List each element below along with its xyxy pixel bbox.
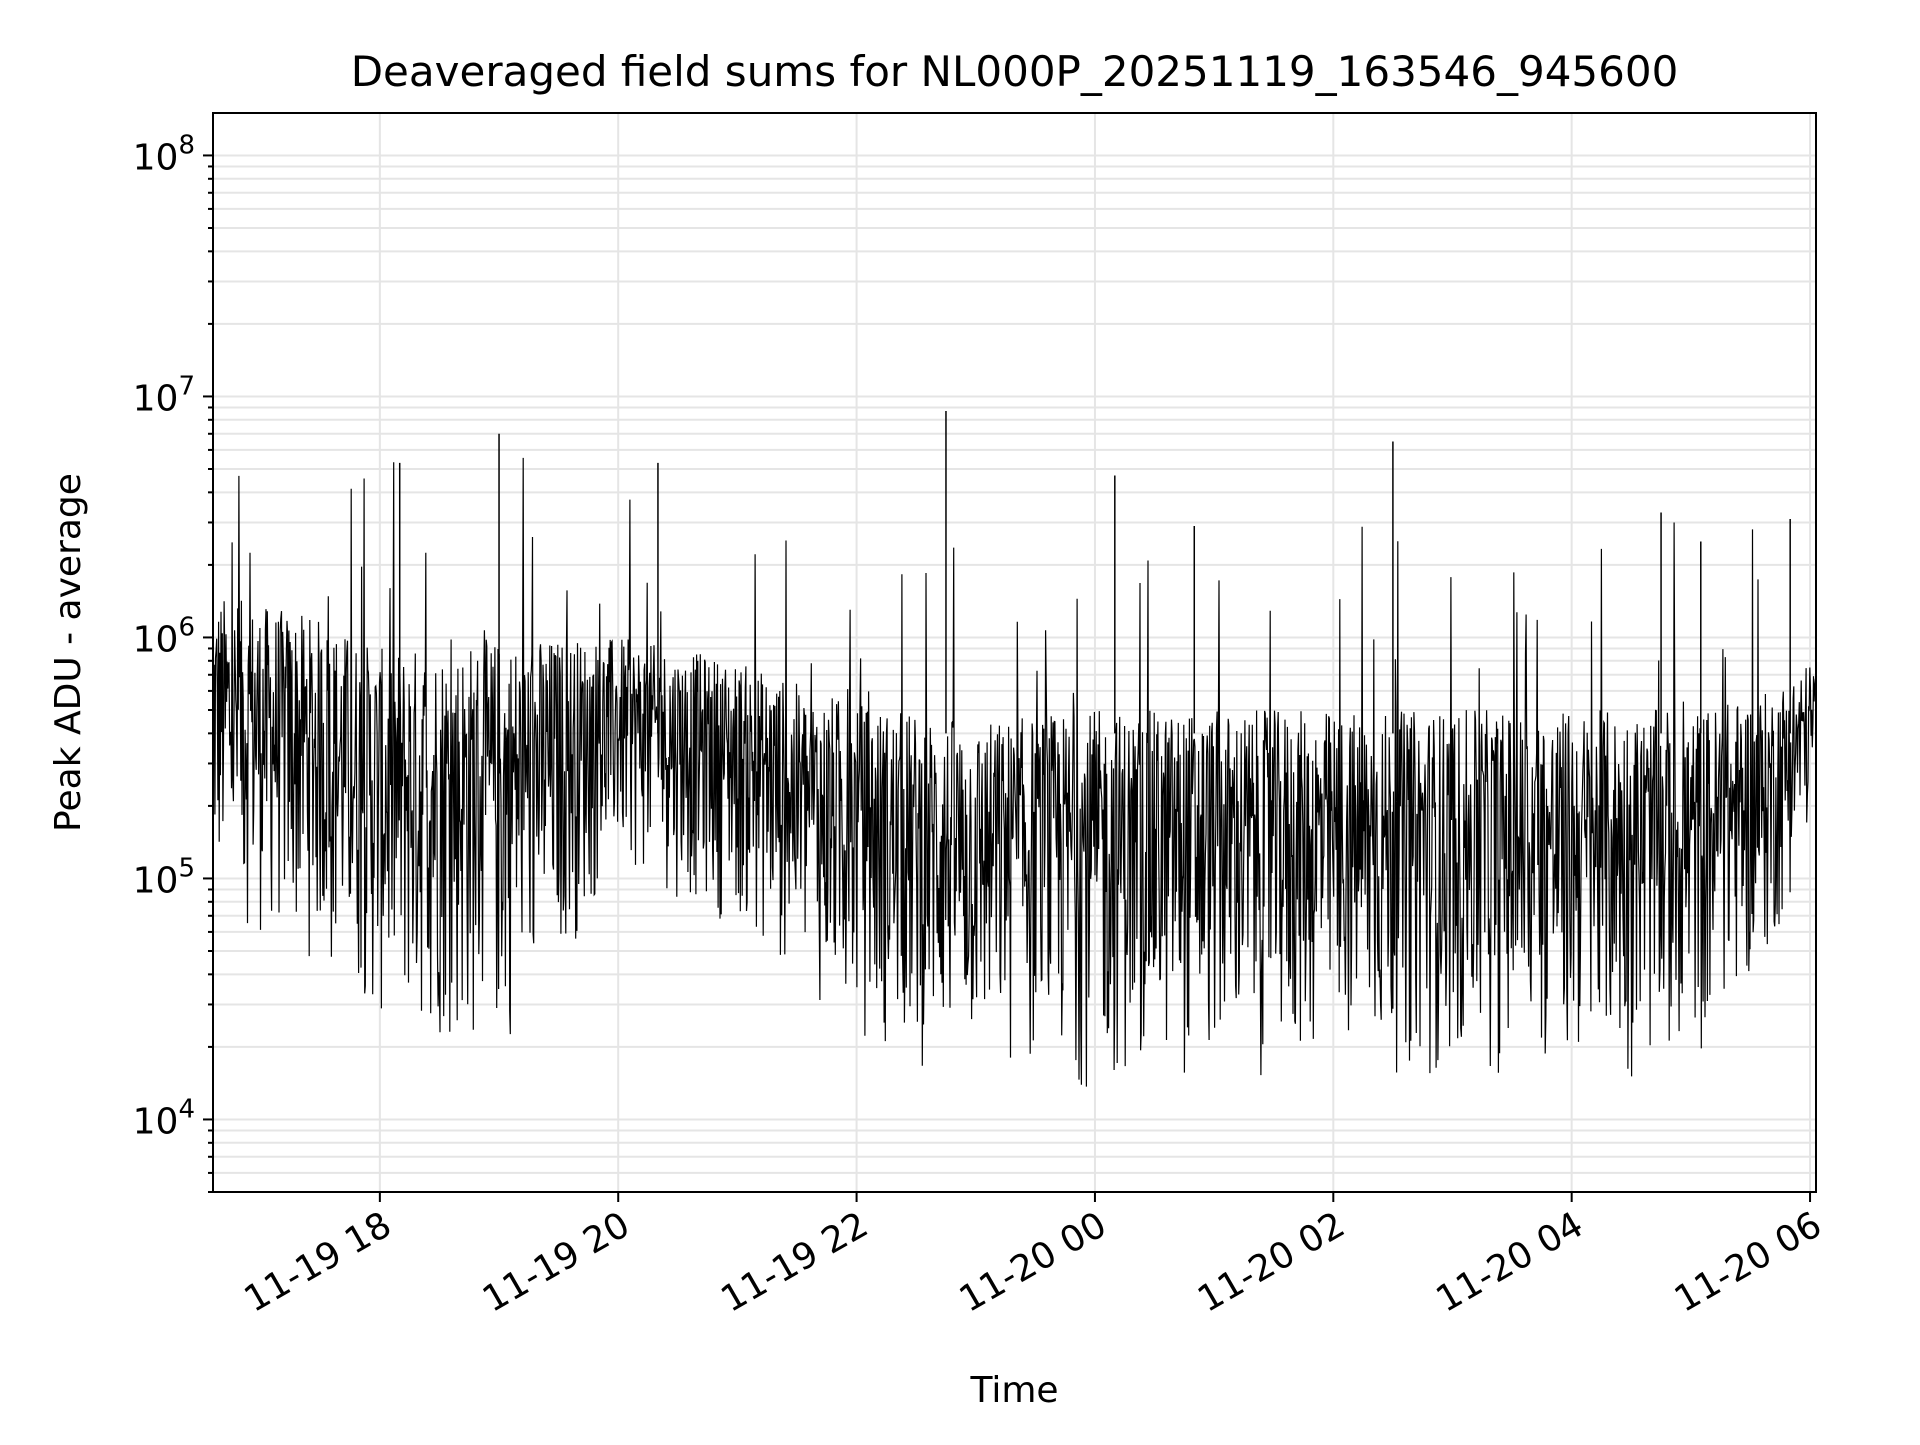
plot-frame [212, 112, 1817, 1193]
y-tick-label: 104 [133, 1094, 195, 1142]
y-tick-label: 106 [133, 612, 195, 660]
series-layer [212, 411, 1817, 1087]
y-tick-label: 108 [133, 130, 195, 178]
y-tick-label: 105 [133, 853, 195, 901]
series-line [212, 457, 1817, 1087]
y-axis-label: Peak ADU - average [48, 473, 89, 832]
grid-layer [213, 113, 1816, 1193]
y-tick-label: 107 [133, 371, 195, 419]
chart-title: Deaveraged field sums for NL000P_2025111… [351, 47, 1679, 96]
x-axis-label: Time [969, 1370, 1058, 1411]
